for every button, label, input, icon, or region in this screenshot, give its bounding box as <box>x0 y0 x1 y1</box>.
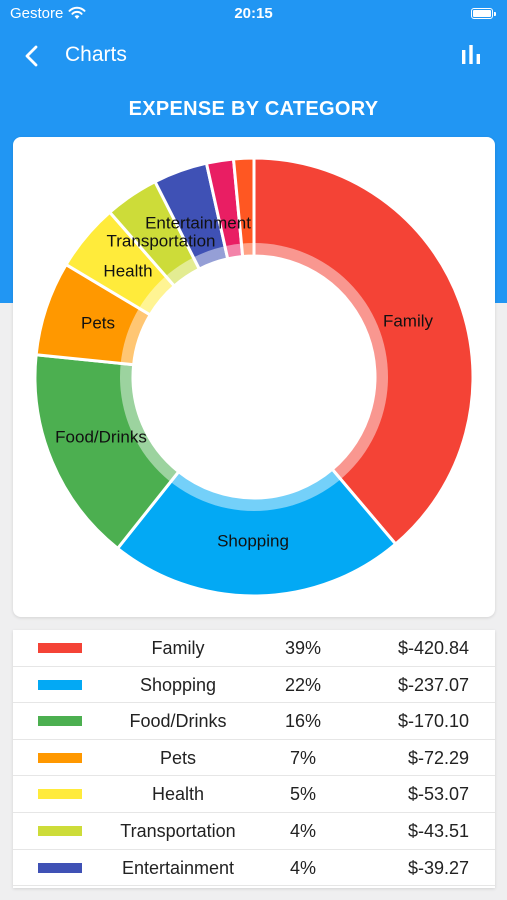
donut-chart[interactable]: Family Shopping Food/Drinks Pets Health Trans… <box>13 137 495 617</box>
chart-type-button[interactable] <box>457 42 485 70</box>
legend-percent: 4% <box>289 821 316 841</box>
clock-time: 20:15 <box>234 5 273 22</box>
donut-hole <box>133 256 375 498</box>
legend-swatch <box>38 716 82 727</box>
legend-amount: $-39.27 <box>407 857 469 878</box>
legend-row-pets[interactable]: Pets 7% $-72.29 <box>13 740 495 777</box>
legend-percent: 5% <box>289 784 316 805</box>
slice-label-shopping: Shopping <box>217 531 289 550</box>
legend-swatch <box>38 789 82 800</box>
legend-amount: $-43.51 <box>407 821 469 841</box>
bar-chart-icon <box>462 45 480 64</box>
legend-swatch <box>38 826 82 836</box>
slice-label-health: Health <box>103 261 152 280</box>
legend-category-name: Health <box>151 784 205 805</box>
legend-percent: 16% <box>284 711 322 732</box>
legend-amount: $-170.10 <box>397 711 469 732</box>
legend-row-shopping[interactable]: Shopping 22% $-237.07 <box>13 667 495 704</box>
legend-amount: $-420.84 <box>397 638 469 658</box>
legend-row-health[interactable]: Health 5% $-53.07 <box>13 776 495 813</box>
status-bar: Gestore 20:15 <box>0 0 507 28</box>
section-title: EXPENSE BY CATEGORY <box>128 98 379 120</box>
legend-row-entertainment[interactable]: Entertainment 4% $-39.27 <box>13 850 495 887</box>
legend-category-name: Transportation <box>120 821 236 841</box>
carrier-label: Gestore <box>10 5 64 22</box>
legend-row-food-drinks[interactable]: Food/Drinks 16% $-170.10 <box>13 703 495 740</box>
legend-category-name: Shopping <box>139 674 217 695</box>
legend-row-family[interactable]: Family 39% $-420.84 <box>13 630 495 667</box>
slice-label-family: Family <box>383 311 434 330</box>
legend-amount: $-237.07 <box>397 674 469 695</box>
legend-swatch <box>38 752 82 763</box>
wifi-icon <box>68 6 86 19</box>
legend-category-name: Entertainment <box>121 857 235 878</box>
legend-category-name: Pets <box>159 747 197 768</box>
legend-percent: 22% <box>284 674 322 695</box>
legend-percent: 39% <box>284 638 322 658</box>
slice-label-food-drinks: Food/Drinks <box>55 427 147 446</box>
legend-amount: $-72.29 <box>407 747 469 768</box>
legend-percent: 7% <box>289 747 316 768</box>
slice-label-pets: Pets <box>81 313 115 332</box>
legend-swatch <box>38 679 82 690</box>
legend-amount: $-53.07 <box>407 784 469 805</box>
battery-icon <box>471 8 496 19</box>
navigation-bar: Charts <box>0 28 507 84</box>
legend-swatch <box>38 643 82 653</box>
legend-category-name: Family <box>151 638 205 658</box>
back-button[interactable] <box>16 40 48 72</box>
legend-row-transportation[interactable]: Transportation 4% $-43.51 <box>13 813 495 850</box>
legend-percent: 4% <box>289 857 316 878</box>
slice-label-entertainment: Entertainment <box>145 213 251 232</box>
nav-title: Charts <box>65 43 127 66</box>
legend-table: Family 39% $-420.84 Shopping 22% $-237.07 Food… <box>13 630 495 888</box>
chevron-left-icon <box>25 45 38 67</box>
donut-chart-card: Family Shopping Food/Drinks Pets Health Trans… <box>13 137 495 617</box>
slice-label-transportation: Transportation <box>107 231 216 250</box>
legend-swatch <box>38 862 82 873</box>
legend-category-name: Food/Drinks <box>129 711 227 732</box>
